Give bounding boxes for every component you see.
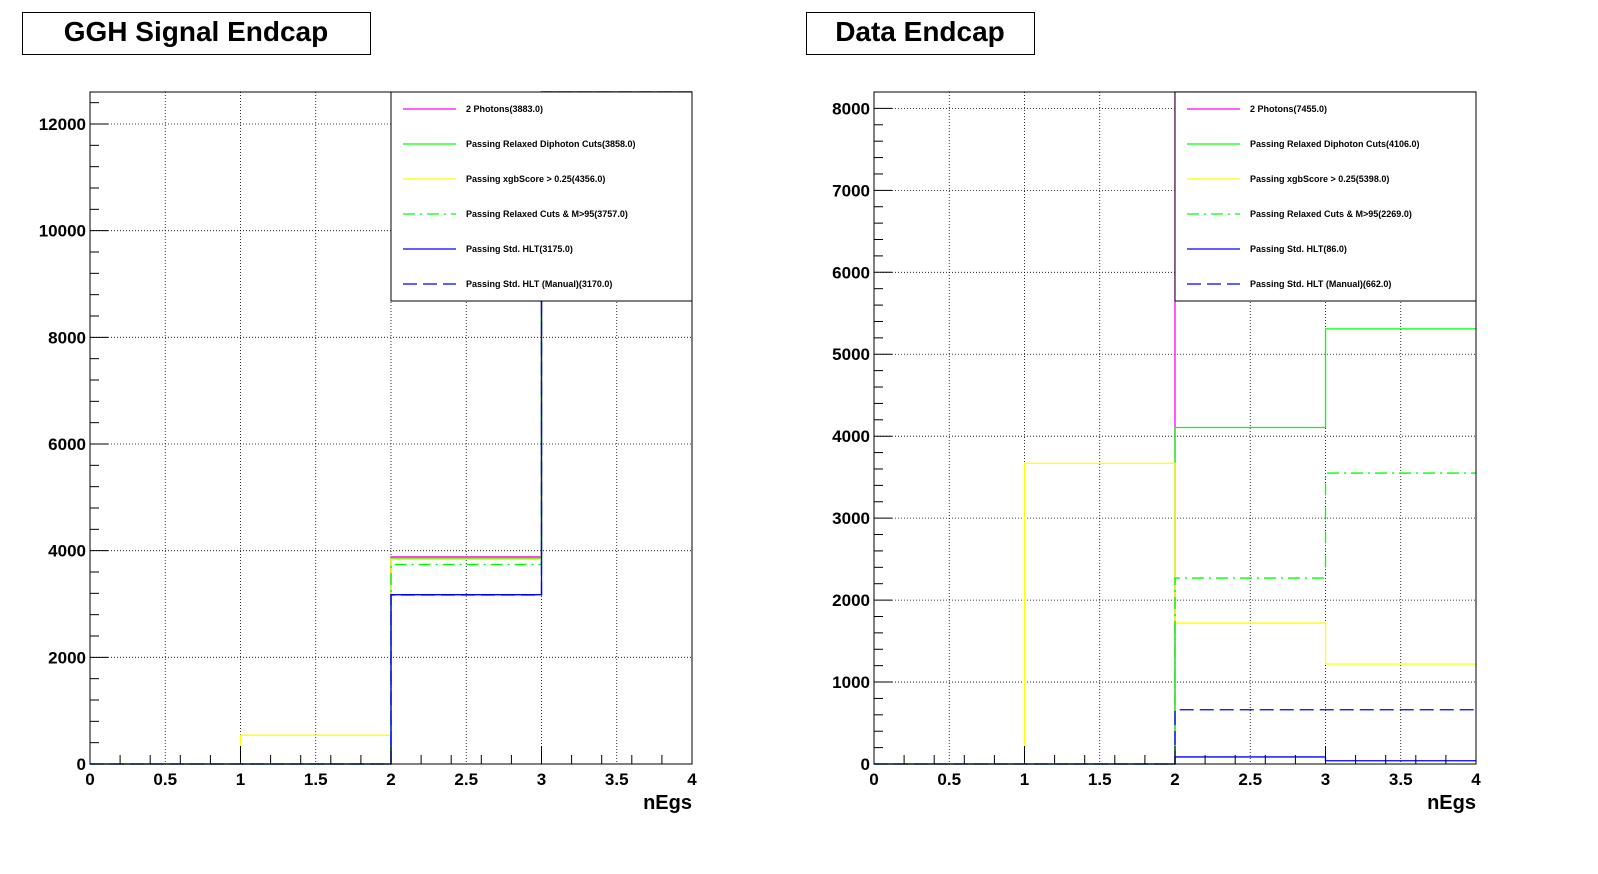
x-tick-label: 0.5	[153, 770, 177, 789]
legend-label: Passing xgbScore > 0.25(5398.0)	[1250, 174, 1389, 184]
y-tick-label: 12000	[39, 115, 86, 134]
x-tick-label: 3.5	[1389, 770, 1413, 789]
x-tick-label: 0	[85, 770, 94, 789]
x-tick-label: 0.5	[937, 770, 961, 789]
x-tick-label: 4	[1471, 770, 1481, 789]
x-tick-label: 2	[386, 770, 395, 789]
y-tick-label: 0	[861, 755, 870, 774]
legend-label: Passing Std. HLT(3175.0)	[466, 244, 573, 254]
right-panel: Data Endcap 0 0.5 1 1.5 2 2.5 3 3.5 4 0 1000 2000 300…	[806, 12, 1481, 814]
x-tick-label: 2.5	[454, 770, 478, 789]
x-tick-label: 0	[869, 770, 878, 789]
chart-title: Data Endcap	[835, 16, 1005, 47]
legend-label: Passing Relaxed Diphoton Cuts(4106.0)	[1250, 139, 1420, 149]
y-tick-label: 2000	[48, 648, 86, 667]
legend-label: 2 Photons(7455.0)	[1250, 104, 1327, 114]
legend-label: Passing Std. HLT (Manual)(3170.0)	[466, 279, 612, 289]
x-tick-label: 1.5	[1088, 770, 1112, 789]
x-tick-label: 3	[1321, 770, 1330, 789]
histogram-series-line	[874, 462, 1476, 765]
y-tick-label: 6000	[48, 435, 86, 454]
x-tick-label: 2.5	[1238, 770, 1262, 789]
y-tick-label: 4000	[832, 427, 870, 446]
y-tick-label: 7000	[832, 181, 870, 200]
y-tick-label: 8000	[48, 328, 86, 347]
chart-title: GGH Signal Endcap	[64, 16, 328, 47]
y-tick-label: 8000	[832, 99, 870, 118]
x-axis-title: nEgs	[643, 792, 692, 814]
y-tick-label: 5000	[832, 345, 870, 364]
x-tick-label: 3.5	[605, 770, 629, 789]
y-tick-label: 3000	[832, 509, 870, 528]
x-tick-label: 1	[236, 770, 245, 789]
legend-label: Passing Relaxed Cuts & M>95(2269.0)	[1250, 209, 1412, 219]
legend-label: Passing xgbScore > 0.25(4356.0)	[466, 174, 605, 184]
left-panel: GGH Signal Endcap 0 0.5 1 1.5 2 2.5 3 3.5 4 0 2000 4…	[22, 12, 697, 814]
x-tick-label: 3	[537, 770, 546, 789]
x-tick-label: 4	[687, 770, 697, 789]
y-tick-label: 10000	[39, 222, 86, 241]
legend-label: 2 Photons(3883.0)	[466, 104, 543, 114]
chart-title-box	[806, 12, 1035, 55]
y-tick-label: 0	[77, 755, 86, 774]
legend-label: Passing Relaxed Cuts & M>95(3757.0)	[466, 209, 628, 219]
y-tick-label: 1000	[832, 673, 870, 692]
x-tick-label: 1	[1020, 770, 1029, 789]
legend-label: Passing Std. HLT(86.0)	[1250, 244, 1347, 254]
x-tick-label: 1.5	[304, 770, 328, 789]
legend-label: Passing Relaxed Diphoton Cuts(3858.0)	[466, 139, 636, 149]
y-tick-label: 4000	[48, 542, 86, 561]
legend-box	[390, 91, 693, 302]
legend-box	[1174, 91, 1477, 302]
chart-title-box	[22, 12, 371, 55]
x-tick-label: 2	[1170, 770, 1179, 789]
y-tick-label: 6000	[832, 263, 870, 282]
x-axis-title: nEgs	[1427, 792, 1476, 814]
legend-label: Passing Std. HLT (Manual)(662.0)	[1250, 279, 1391, 289]
y-tick-label: 2000	[832, 591, 870, 610]
